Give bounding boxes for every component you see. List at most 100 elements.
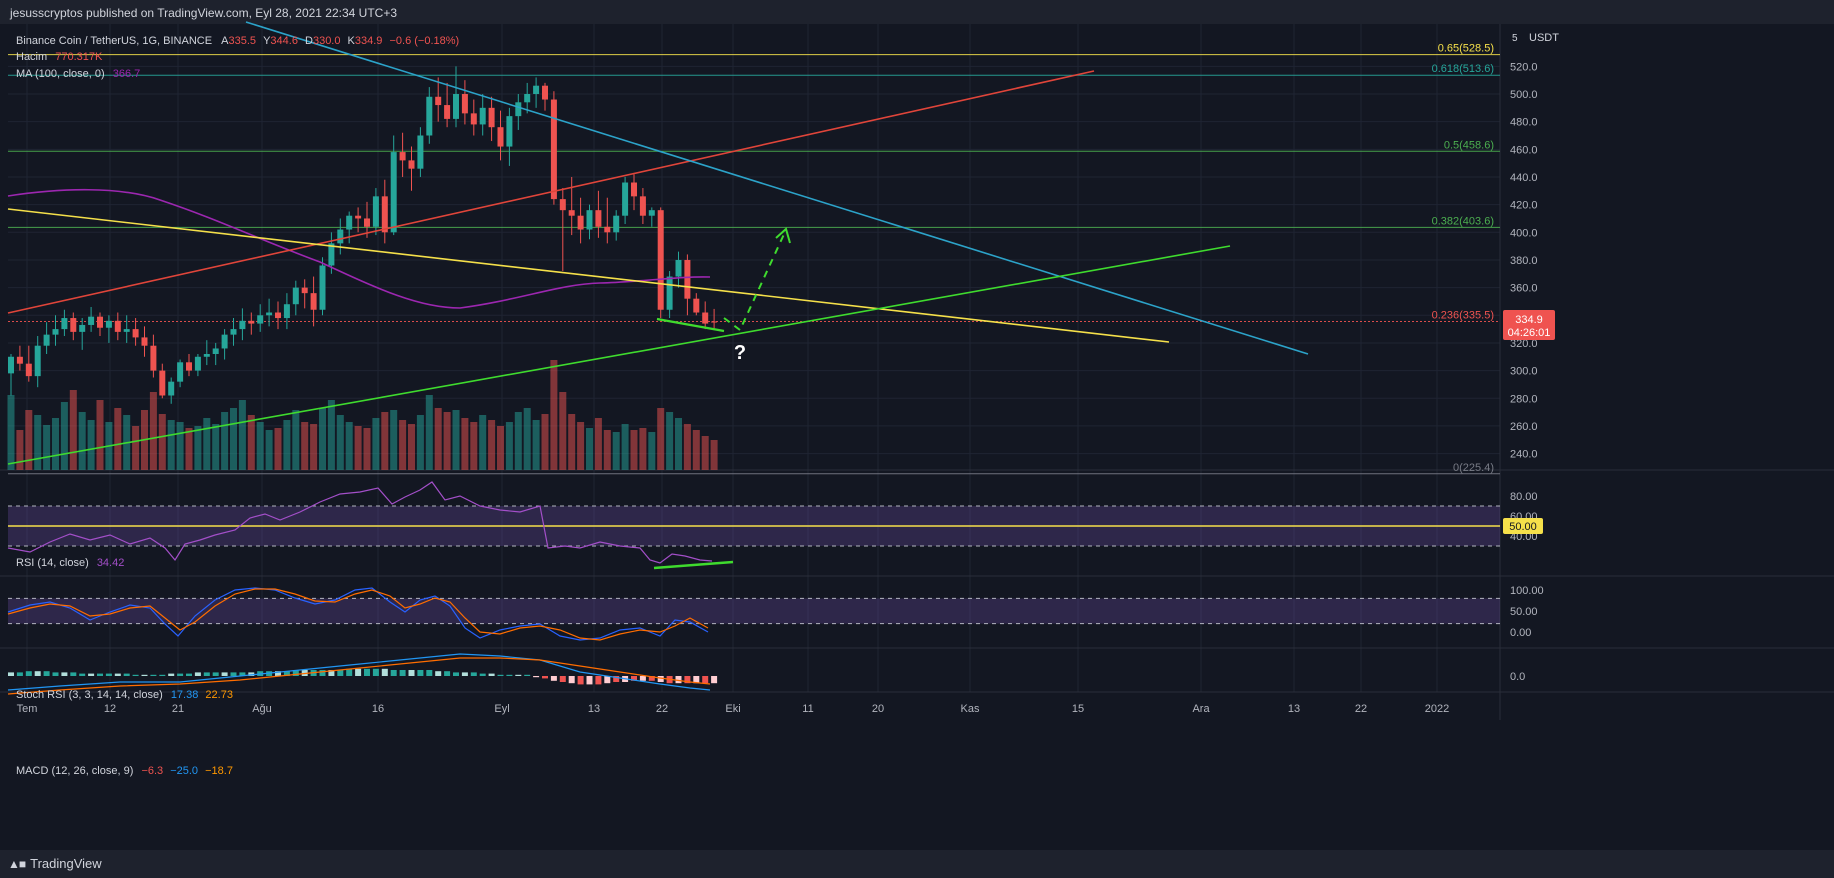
tradingview-logo[interactable]: ▲■ TradingView (8, 856, 102, 871)
volume-bar (425, 395, 433, 470)
time-tick-16: 16 (372, 703, 384, 715)
volume-bar (452, 410, 460, 470)
macd-hist-bar (613, 676, 620, 682)
candle-body (177, 362, 184, 382)
volume-bar (274, 428, 282, 470)
price-tick: 260.0 (1510, 421, 1538, 433)
macd-hist-bar (43, 671, 50, 676)
volume-bar (132, 426, 140, 470)
tradingview-brand: TradingView (30, 856, 102, 871)
macd-hist-bar (25, 671, 32, 676)
volume-bar (345, 422, 353, 470)
candle-body (542, 85, 548, 100)
candle-body (346, 215, 353, 230)
volume-legend: Hacim 770.317K (16, 51, 102, 63)
volume-bar (399, 420, 407, 470)
red-trendline (7, 70, 1095, 314)
candle-body (292, 287, 299, 305)
question-annotation: ? (734, 342, 746, 364)
macd-hist-bar (88, 673, 95, 676)
volume-bar (114, 408, 122, 470)
time-tick-13: 13 (1288, 703, 1300, 715)
macd-hist-bar (159, 674, 166, 676)
candle-body (595, 210, 602, 227)
macd-hist-bar (34, 671, 41, 676)
macd-hist-bar (479, 673, 486, 676)
countdown-timer: 04:26:01 (1508, 327, 1551, 339)
macd-hist-bar (355, 668, 362, 676)
volume-bar (568, 414, 576, 470)
candle-body (266, 312, 273, 316)
macd-hist-bar (399, 670, 406, 676)
macd-hist-bar (497, 674, 504, 676)
price-tick: 360.0 (1510, 283, 1538, 295)
candle-body (310, 293, 317, 310)
macd-hist-bar (693, 676, 700, 684)
candle-body (453, 94, 459, 119)
last-price-value: 334.9 (1515, 314, 1543, 326)
candle-body (97, 316, 103, 328)
candle-body (693, 298, 700, 313)
candle-body (52, 329, 59, 335)
candle-body (657, 210, 664, 310)
macd-hist-bar (292, 670, 299, 676)
macd-hist-bar (435, 671, 442, 676)
volume-label: Hacim (16, 51, 48, 63)
candle-body (622, 182, 629, 216)
volume-value: 770.317K (55, 51, 103, 63)
stoch-tick: 50.00 (1510, 606, 1538, 618)
candle-body (230, 329, 237, 335)
rsi-value: 34.42 (96, 557, 125, 569)
macd-hist-bar (177, 673, 184, 676)
candle-body (390, 152, 397, 233)
candle-body (648, 210, 655, 216)
price-tick: 420.0 (1510, 200, 1538, 212)
volume-bar (603, 430, 611, 470)
candle-body (586, 210, 593, 230)
candle-body (559, 199, 566, 211)
volume-bar (577, 422, 585, 470)
macd-hist-bar (141, 674, 148, 676)
yellow-trendline (7, 208, 1170, 343)
macd-hist-bar (381, 668, 388, 676)
macd-hist-bar (79, 673, 86, 676)
price-tick: 380.0 (1510, 255, 1538, 267)
symbol-legend: Binance Coin / TetherUS, 1G, BINANCE A33… (16, 35, 459, 47)
candle-body (275, 312, 281, 319)
candle-body (79, 324, 86, 332)
volume-bar (612, 432, 620, 470)
fib-label-0.236: 0.236(335.5) (1432, 310, 1494, 322)
macd-hist-bar (230, 672, 237, 676)
volume-bar (176, 422, 184, 470)
macd-legend: MACD (12, 26, close, 9) −6.3 −25.0 −18.7 (16, 765, 233, 777)
macd-hist-bar (533, 676, 540, 678)
macd-hist-bar (426, 670, 433, 676)
macd-hist-bar (97, 673, 103, 676)
price-tick: 440.0 (1510, 172, 1538, 184)
volume-bar (34, 415, 42, 470)
macd-hist-value: −6.3 (141, 765, 164, 777)
fib-label-0.382: 0.382(403.6) (1432, 215, 1494, 227)
macd-hist-bar (470, 672, 477, 676)
candle-body (34, 345, 41, 377)
low-label: D (305, 35, 313, 47)
last-price-badge (1503, 310, 1555, 340)
price-tick: 320.0 (1510, 338, 1538, 350)
candle-body (328, 243, 335, 266)
candle-body (61, 318, 68, 330)
time-tick-22: 22 (656, 703, 668, 715)
volume-bar (238, 400, 246, 470)
candle-body (43, 334, 50, 346)
volume-bar (310, 424, 318, 470)
macd-hist-bar (515, 674, 522, 676)
volume-bar (666, 412, 674, 470)
volume-bar (52, 418, 59, 470)
candle-body (533, 85, 540, 94)
volume-bar (185, 428, 193, 470)
candle-body (639, 196, 646, 216)
volume-bar (710, 440, 718, 470)
volume-bar (25, 410, 33, 470)
price-tick: 400.0 (1510, 227, 1538, 239)
currency-label: USDT (1529, 32, 1559, 44)
